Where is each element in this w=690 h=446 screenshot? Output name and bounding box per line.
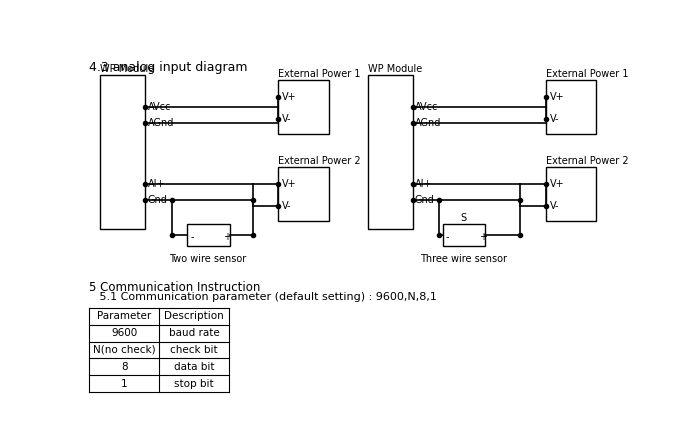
Text: V+: V+ [550, 92, 564, 103]
Text: N(no check): N(no check) [93, 345, 155, 355]
Text: 5 Communication Instruction: 5 Communication Instruction [89, 281, 261, 293]
Text: Three wire sensor: Three wire sensor [420, 254, 507, 264]
Bar [187, 224, 230, 246]
Text: V-: V- [550, 114, 559, 124]
Bar [100, 75, 145, 229]
Text: Parameter: Parameter [97, 311, 151, 321]
Text: 1: 1 [121, 379, 128, 389]
Text: Description: Description [164, 311, 224, 321]
Text: 9600: 9600 [111, 328, 137, 338]
Text: Two wire sensor: Two wire sensor [169, 254, 246, 264]
Text: 4.3 analog input diagram: 4.3 analog input diagram [89, 61, 248, 74]
Text: -: - [190, 232, 194, 242]
Text: WP Module: WP Module [368, 63, 422, 74]
Text: 8: 8 [121, 362, 128, 372]
Text: V+: V+ [282, 92, 297, 103]
Text: AI+: AI+ [415, 179, 433, 190]
Text: AGnd: AGnd [148, 118, 174, 128]
Bar [546, 168, 596, 221]
Text: External Power 2: External Power 2 [279, 156, 361, 166]
Text: -: - [446, 232, 449, 242]
Text: baud rate: baud rate [168, 328, 219, 338]
Bar [443, 224, 485, 246]
Text: V+: V+ [282, 179, 297, 190]
Text: data bit: data bit [174, 362, 214, 372]
Text: AGnd: AGnd [415, 118, 441, 128]
Text: V-: V- [282, 114, 292, 124]
Bar [368, 75, 413, 229]
Text: External Power 1: External Power 1 [279, 69, 361, 79]
Text: External Power 2: External Power 2 [546, 156, 629, 166]
Text: stop bit: stop bit [174, 379, 214, 389]
Text: 5.1 Communication parameter (default setting) : 9600,N,8,1: 5.1 Communication parameter (default set… [89, 292, 437, 302]
Text: check bit: check bit [170, 345, 218, 355]
Text: +: + [224, 232, 231, 242]
Text: Gnd: Gnd [148, 195, 168, 205]
Text: AI+: AI+ [148, 179, 165, 190]
Text: S: S [461, 213, 466, 223]
Text: V+: V+ [550, 179, 564, 190]
Text: AVcc: AVcc [148, 103, 171, 112]
Text: V-: V- [550, 201, 559, 211]
Text: Gnd: Gnd [415, 195, 435, 205]
Text: WP Module: WP Module [100, 63, 155, 74]
Text: V-: V- [282, 201, 292, 211]
Text: External Power 1: External Power 1 [546, 69, 629, 79]
Bar [546, 80, 596, 134]
Bar [279, 80, 329, 134]
Text: +: + [479, 232, 487, 242]
Bar [279, 168, 329, 221]
Text: AVcc: AVcc [415, 103, 438, 112]
